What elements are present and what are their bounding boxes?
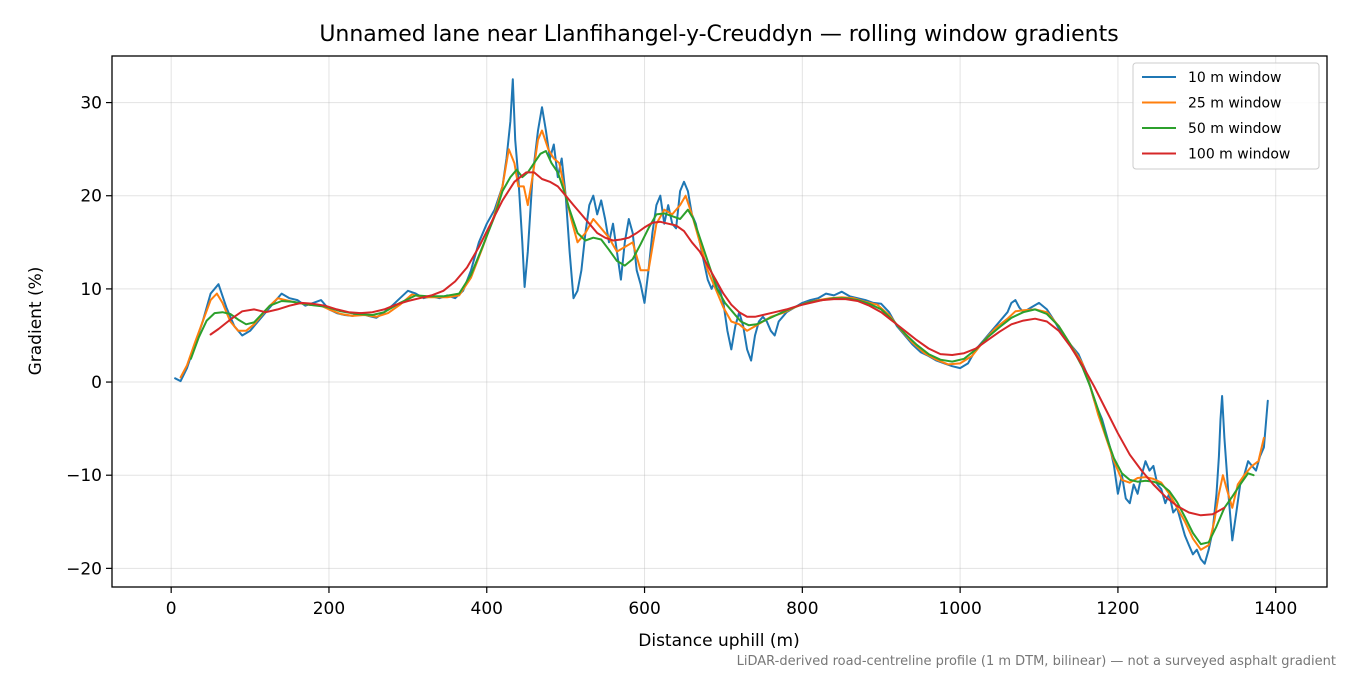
x-tick-label: 1400 (1254, 599, 1297, 619)
chart-legend: 10 m window 25 m window 50 m window 100 m w… (1132, 62, 1320, 170)
y-tick-label: 30 (80, 94, 102, 114)
y-axis-label: Gradient (%) (26, 267, 46, 376)
x-tick-label: 0 (166, 599, 177, 619)
chart-title: Unnamed lane near Llanfihangel-y-Creuddy… (319, 22, 1118, 47)
y-tick-label: 0 (91, 373, 102, 393)
plot-frame (111, 55, 1328, 588)
legend-label-4: 100 m window (1188, 147, 1290, 163)
y-tick-label: 10 (80, 280, 102, 300)
legend-label-3: 50 m window (1188, 121, 1281, 137)
chart-footnote: LiDAR-derived road-centreline profile (1… (737, 654, 1336, 669)
y-tick-label: −10 (66, 466, 102, 486)
y-axis-ticks: −20 −10 0 10 20 30 (66, 94, 112, 579)
x-tick-label: 1000 (939, 599, 982, 619)
x-tick-label: 600 (628, 599, 660, 619)
series-line-2 (179, 129, 1265, 551)
y-tick-label: −20 (66, 559, 102, 579)
series-line-3 (189, 150, 1255, 546)
series-line-4 (209, 171, 1226, 517)
legend-label-1: 10 m window (1188, 70, 1281, 86)
x-tick-label: 400 (471, 599, 503, 619)
x-tick-label: 800 (786, 599, 818, 619)
y-tick-label: 20 (80, 187, 102, 207)
x-axis-ticks: 0 200 400 600 800 1000 1200 1400 (166, 587, 1297, 619)
legend-label-2: 25 m window (1188, 96, 1281, 112)
legend-box (1132, 62, 1320, 170)
series-group (174, 78, 1269, 565)
x-axis-label: Distance uphill (m) (638, 631, 799, 651)
series-line-1 (174, 78, 1269, 565)
x-tick-label: 1200 (1096, 599, 1139, 619)
x-tick-label: 200 (313, 599, 345, 619)
